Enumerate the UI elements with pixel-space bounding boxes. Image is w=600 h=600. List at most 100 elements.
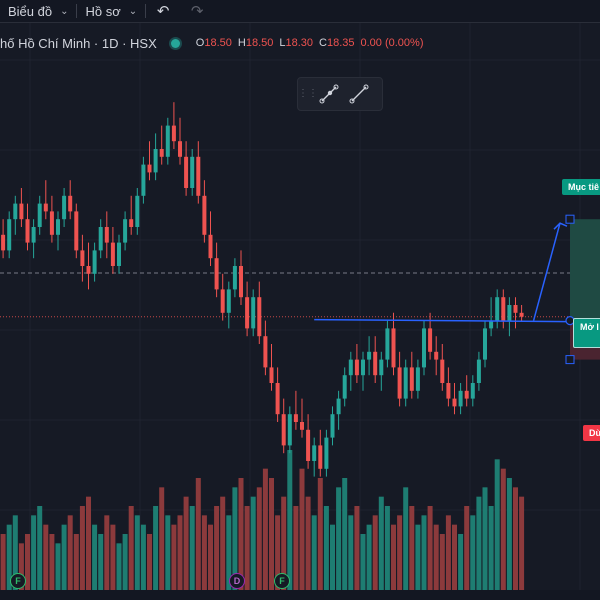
chart-menu-label: Biểu đồ [8, 3, 53, 19]
volume-bar [293, 506, 299, 590]
volume-bar [336, 487, 342, 590]
volume-bar [55, 543, 61, 590]
candle-body [519, 312, 524, 317]
volume-bar [311, 515, 317, 590]
candle-body [86, 266, 91, 274]
volume-bar [208, 524, 213, 590]
candle-body [306, 429, 311, 461]
candle-body [422, 328, 426, 368]
volume-bar [439, 534, 445, 590]
redo-icon[interactable]: ↷ [190, 3, 204, 20]
time-axis[interactable] [0, 590, 600, 600]
chart-overlays[interactable] [314, 222, 600, 326]
volume-bar [391, 524, 396, 590]
candle-body [56, 219, 60, 235]
low-value: 18.30 [285, 37, 314, 49]
profile-menu-label: Hồ sơ [85, 3, 121, 19]
candle-body [513, 305, 518, 313]
volume-bar [37, 506, 43, 590]
ohlc-high: H18.50 [238, 37, 273, 49]
candle-body [184, 156, 189, 188]
candle-body [80, 250, 85, 266]
trend-line-anchored-icon[interactable] [314, 80, 344, 108]
drag-handle-icon[interactable]: ⋮⋮ [298, 88, 318, 99]
financial-event-icon[interactable]: F [274, 573, 290, 589]
volume-bar [458, 534, 464, 590]
stop-label[interactable]: Dừ [583, 425, 600, 441]
candle-body [391, 328, 396, 368]
candle-body [275, 383, 280, 415]
volume-bar [360, 534, 366, 590]
ohlc-close: C18.35 [319, 37, 354, 49]
candle-body [470, 383, 475, 399]
open-position-label[interactable]: Mở l [573, 318, 600, 348]
volume-bar [445, 515, 451, 590]
candle-body [403, 367, 408, 399]
volume-bar [513, 487, 518, 590]
candle-body [92, 250, 97, 274]
candle-body [239, 266, 243, 298]
volume-bar [269, 478, 274, 590]
profile-menu-button[interactable]: Hồ sơ ⌄ [77, 0, 145, 22]
volume-bar [201, 515, 207, 590]
volume-bar [366, 524, 372, 590]
volume-bar [256, 487, 262, 590]
candle-body [464, 390, 469, 399]
volume-bar [232, 487, 238, 590]
candle-body [141, 164, 146, 196]
volume-bar [330, 524, 335, 590]
candle-body [25, 219, 30, 243]
volume-bar [104, 515, 110, 590]
chart-menu-button[interactable]: Biểu đồ ⌄ [0, 0, 76, 22]
candle-body [483, 328, 487, 360]
high-value: 18.50 [245, 37, 274, 49]
volume-bar [49, 534, 55, 590]
candle-body [37, 203, 42, 227]
toolbar-divider [145, 4, 147, 18]
volume-bar [140, 524, 146, 590]
volume-bar [153, 506, 159, 590]
open-value: 18.50 [204, 37, 232, 49]
undo-icon[interactable]: ↶ [156, 3, 170, 20]
trend-line-icon[interactable] [344, 80, 374, 108]
volume-bar [18, 543, 24, 590]
volume-bar [92, 524, 98, 590]
candle-body [171, 125, 176, 142]
volume-bar [67, 515, 73, 590]
candle-body [110, 242, 115, 266]
volume-bar [427, 506, 433, 590]
candle-body [202, 195, 207, 235]
candle-body [507, 305, 512, 321]
candle-body [43, 203, 48, 212]
candle-body [501, 297, 506, 321]
volume-bar [6, 524, 12, 590]
volume-bar [305, 496, 311, 590]
target-label[interactable]: Mục tiê [562, 179, 600, 195]
symbol-legend: hố Hồ Chí Minh · 1D · HSX O18.50 H18.50 … [0, 34, 429, 52]
volume-bar [488, 506, 494, 590]
candle-body [342, 375, 347, 399]
financial-event-icon[interactable]: F [10, 573, 26, 589]
candle-body [336, 398, 341, 415]
volume-bar [403, 487, 409, 590]
symbol-name[interactable]: hố Hồ Chí Minh · 1D · HSX [0, 35, 157, 51]
open-label: O [195, 37, 205, 49]
candle-body [269, 367, 274, 383]
candle-body [428, 328, 433, 352]
volume-bar [482, 487, 488, 590]
volume-bar [189, 506, 195, 590]
candlestick-series [1, 102, 524, 477]
volume-bar [433, 524, 439, 590]
candle-body [68, 195, 73, 212]
volume-bar [0, 534, 6, 590]
candle-body [104, 227, 109, 243]
candle-body [415, 367, 420, 391]
volume-bar [25, 534, 30, 590]
volume-bar [287, 450, 293, 590]
toolbar-divider [76, 4, 78, 18]
volume-bar [317, 478, 323, 590]
dividend-event-icon[interactable]: D [229, 573, 245, 589]
top-toolbar: Biểu đồ ⌄ Hồ sơ ⌄ ↶ ↷ [0, 0, 600, 23]
volume-bar [134, 515, 140, 590]
